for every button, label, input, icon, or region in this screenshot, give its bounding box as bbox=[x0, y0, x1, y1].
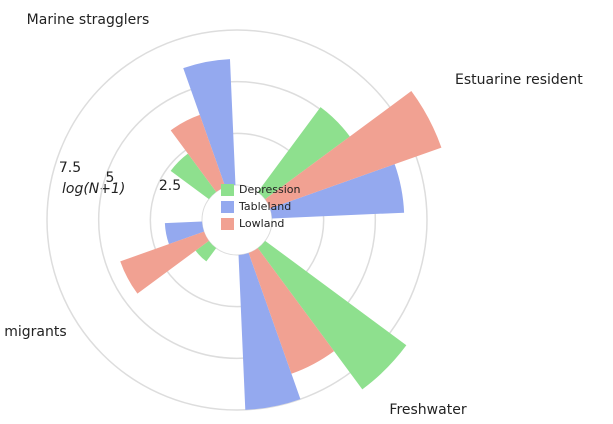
bar bbox=[170, 153, 217, 200]
bar bbox=[195, 240, 217, 262]
r-tick-label: 2.5 bbox=[159, 178, 181, 194]
legend-label: Depression bbox=[239, 183, 301, 196]
legend-label: Tableland bbox=[238, 200, 291, 213]
radial-axis-title: log(N+1) bbox=[62, 181, 125, 197]
bar bbox=[269, 164, 405, 219]
bar bbox=[170, 114, 226, 192]
angular-tick-label: Estuarine resident bbox=[455, 72, 583, 88]
legend-swatch bbox=[221, 184, 234, 196]
r-tick-label: 5 bbox=[106, 170, 115, 186]
r-tick-label: 7.5 bbox=[59, 160, 81, 176]
angular-tick-label: Marine stragglers bbox=[27, 12, 150, 28]
grid bbox=[46, 29, 428, 411]
legend-label: Lowland bbox=[239, 217, 284, 230]
legend-swatch bbox=[221, 218, 234, 230]
grid-circle bbox=[46, 29, 428, 411]
angular-tick-label: Freshwater bbox=[389, 402, 466, 418]
legend-swatch bbox=[221, 201, 234, 213]
bar bbox=[238, 252, 301, 410]
bar bbox=[183, 59, 236, 188]
bar bbox=[164, 221, 205, 245]
bar bbox=[265, 91, 442, 209]
bar bbox=[120, 231, 209, 294]
bar bbox=[257, 107, 350, 200]
grid-circle bbox=[149, 132, 325, 308]
angular-tick-label: Marine migrants bbox=[0, 324, 67, 340]
hole-circle bbox=[201, 184, 273, 256]
grid-circle bbox=[97, 80, 377, 360]
bar bbox=[248, 248, 335, 374]
bar bbox=[257, 240, 407, 390]
